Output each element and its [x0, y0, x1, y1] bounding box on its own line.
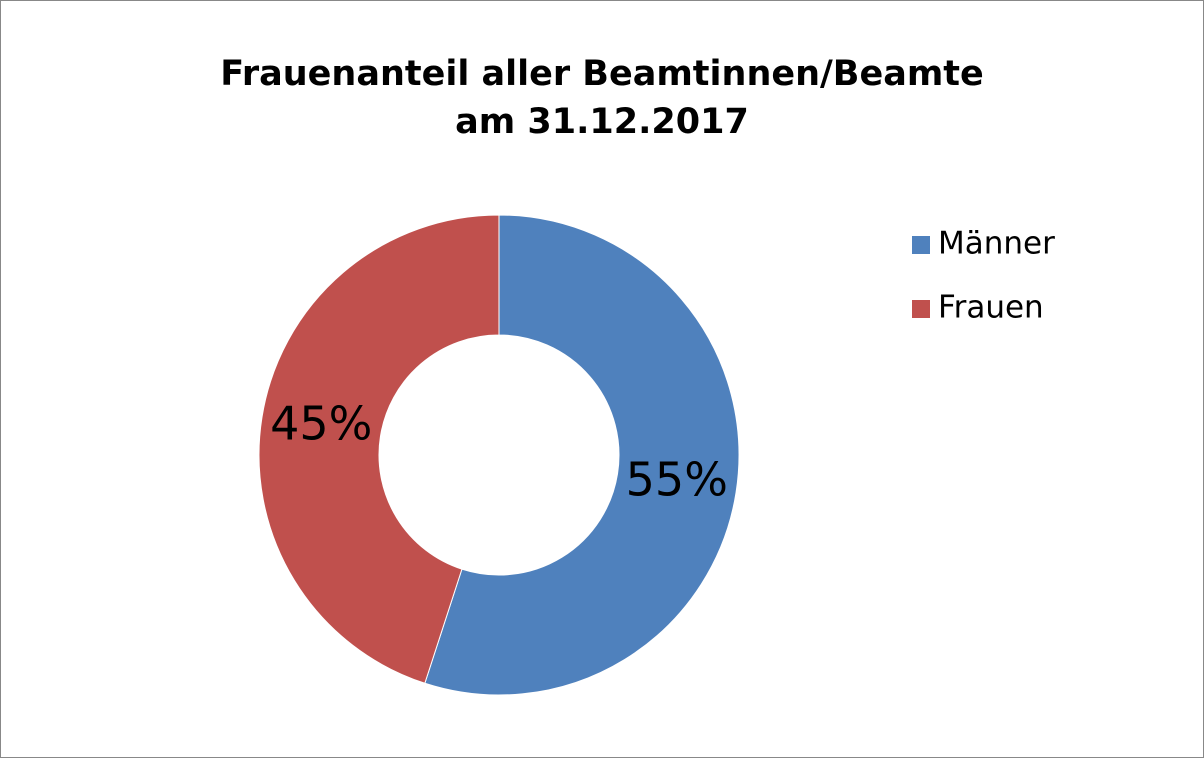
legend-label: Männer: [938, 226, 1055, 262]
donut-segment: [424, 214, 740, 696]
data-label: 45%: [270, 396, 372, 450]
donut-segment: [258, 214, 500, 684]
chart-title: Frauenanteil aller Beamtinnen/Beamte: [220, 54, 984, 94]
legend-swatch: [912, 236, 930, 254]
legend-label: Frauen: [938, 290, 1044, 326]
legend-swatch: [912, 300, 930, 318]
chart-title: am 31.12.2017: [455, 102, 749, 142]
data-label: 55%: [626, 453, 728, 507]
